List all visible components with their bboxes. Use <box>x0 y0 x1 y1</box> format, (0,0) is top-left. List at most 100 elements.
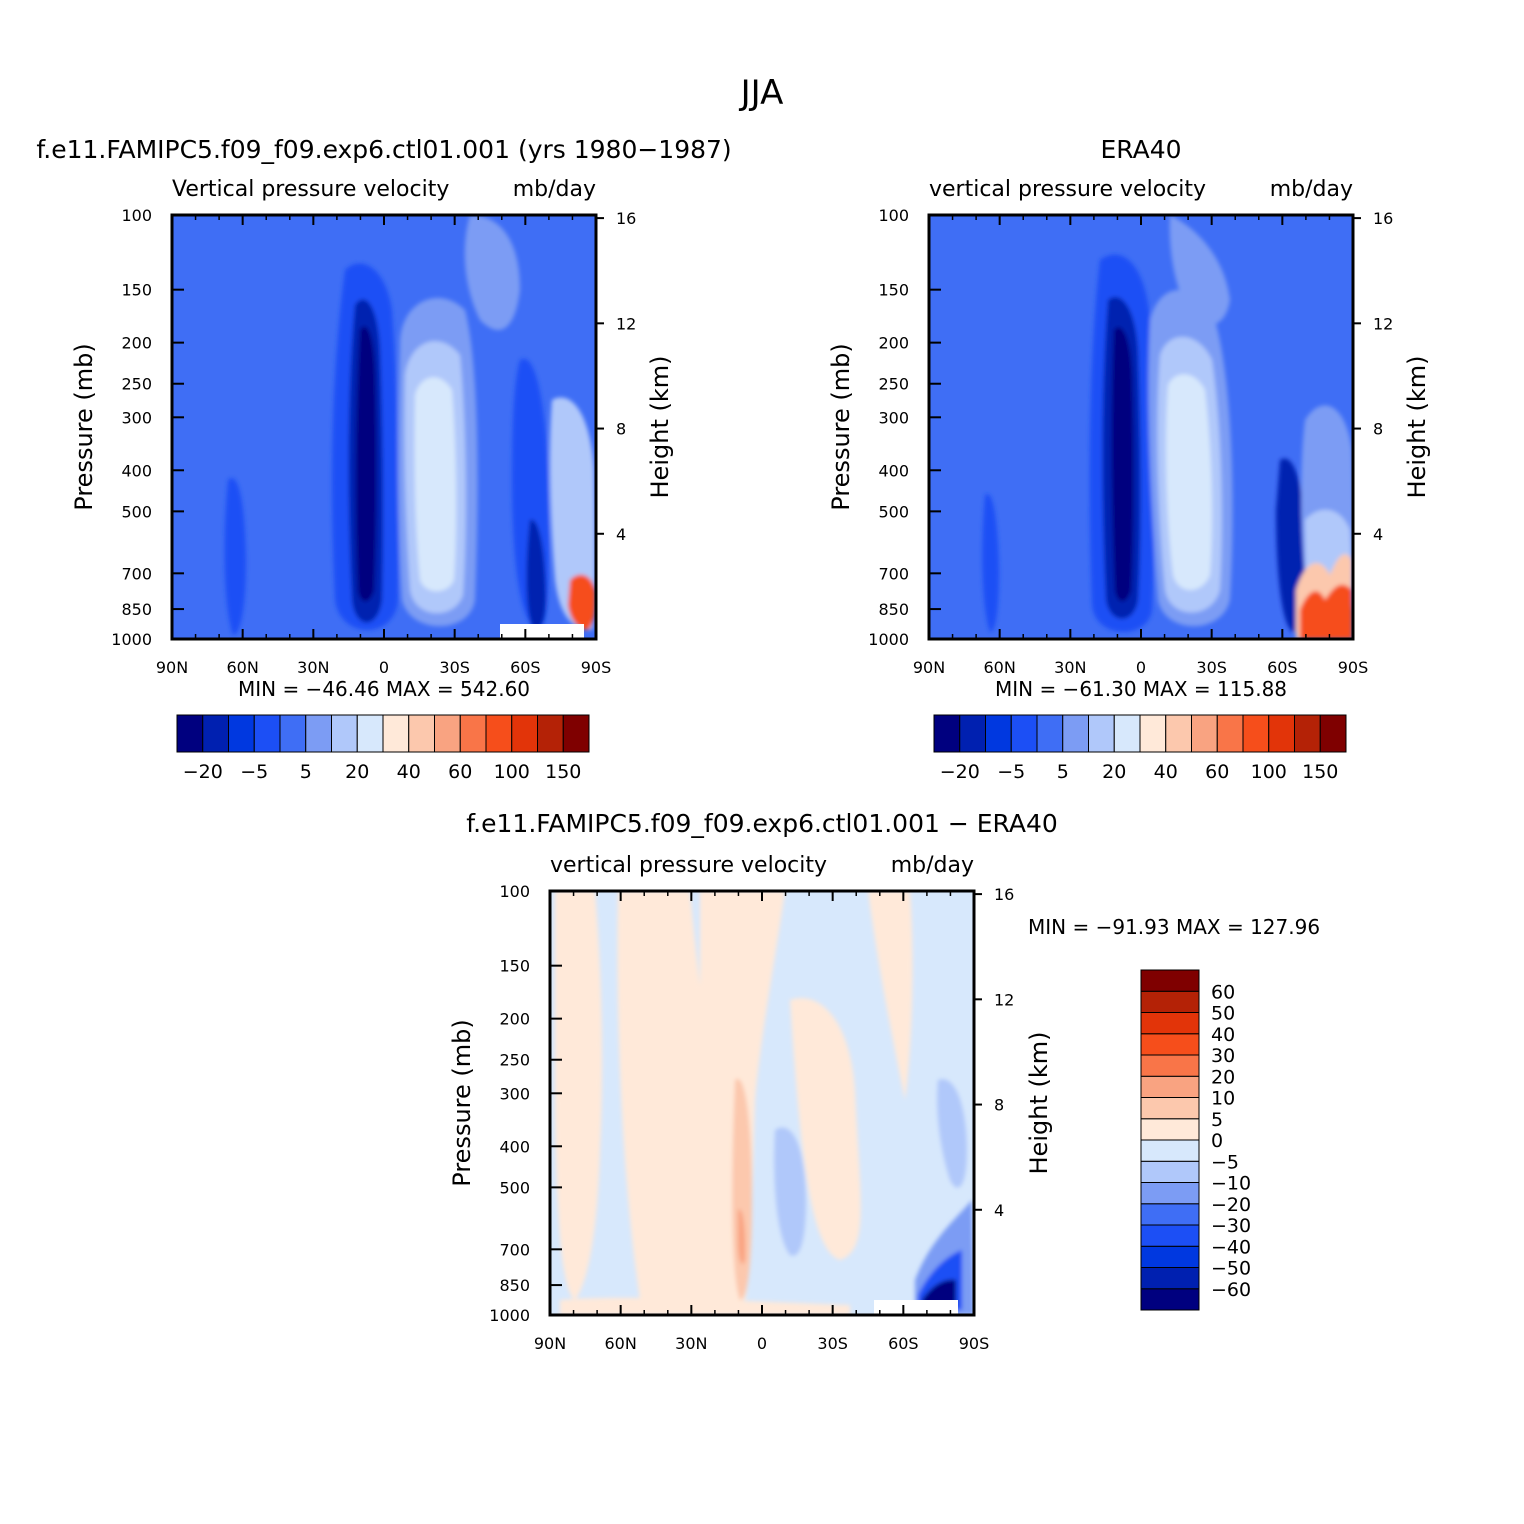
contour-pos-upper <box>868 891 913 1100</box>
y2-tick-label: 16 <box>616 209 636 228</box>
colorbar-label: 5 <box>1057 761 1069 783</box>
y2-tick-label: 4 <box>994 1201 1004 1220</box>
x-tick-label: 0 <box>1136 658 1146 677</box>
colorbar-label: 20 <box>1211 1066 1235 1088</box>
y-tick-label: 500 <box>121 502 152 521</box>
panel-model: f.e11.FAMIPC5.f09_f09.exp6.ctl01.001 (yr… <box>36 135 731 783</box>
y-tick-label: 250 <box>121 375 152 394</box>
colorbar-label: 40 <box>1154 761 1178 783</box>
y-tick-label: 400 <box>499 1137 530 1156</box>
colorbar-swatch <box>1140 969 1200 992</box>
colorbar-swatch <box>1242 714 1270 753</box>
contour-nh-ascent <box>982 494 999 632</box>
panel-diff-subtitle: f.e11.FAMIPC5.f09_f09.exp6.ctl01.001 − E… <box>466 809 1058 838</box>
x-tick-label: 0 <box>757 1334 767 1353</box>
y-tick-label: 100 <box>878 206 909 225</box>
x-tick-label: 90S <box>1338 658 1369 677</box>
colorbar-swatch <box>1140 1267 1200 1290</box>
contour-upper-descent <box>1169 215 1230 325</box>
contour-pos-low <box>560 1297 850 1315</box>
contour-ascent-max <box>355 326 377 602</box>
colorbar-label: 100 <box>1251 761 1287 783</box>
colorbar-label: 30 <box>1211 1045 1235 1067</box>
panel-obs-axes: 90N 60N 30N 0 30S 60S 90S 100 150 200 250 300 400 500… <box>868 206 1393 677</box>
contour-upper-descent <box>464 215 520 330</box>
x-tick-label: 90N <box>156 658 188 677</box>
colorbar-label: 40 <box>397 761 421 783</box>
colorbar-swatch <box>485 714 513 753</box>
colorbar-label: 20 <box>345 761 369 783</box>
colorbar-swatch <box>1140 1182 1200 1205</box>
y-tick-label: 400 <box>121 461 152 480</box>
colorbar-swatch <box>933 714 961 753</box>
y-tick-label: 1000 <box>111 630 152 649</box>
colorbar-swatch <box>356 714 384 753</box>
y-tick-label: 200 <box>121 334 152 353</box>
colorbar-swatch <box>1191 714 1218 753</box>
y-tick-label: 200 <box>878 334 909 353</box>
colorbar-label: −5 <box>1211 1151 1239 1173</box>
colorbar-label: 0 <box>1211 1130 1223 1152</box>
y-tick-label: 850 <box>499 1276 530 1295</box>
panel-model-y2label: Height (km) <box>646 356 674 499</box>
panel-obs-variable: vertical pressure velocity <box>929 177 1206 202</box>
colorbar-swatch <box>511 714 538 753</box>
panel-diff-ylabel: Pressure (mb) <box>448 1019 476 1186</box>
y-tick-label: 200 <box>499 1010 530 1029</box>
colorbar-swatch <box>1139 714 1167 753</box>
colorbar-label: 50 <box>1211 1003 1235 1025</box>
colorbar-label: 60 <box>1211 981 1235 1003</box>
y2-tick-label: 4 <box>616 525 626 544</box>
x-tick-label: 60S <box>510 658 541 677</box>
y2-tick-label: 8 <box>1373 420 1383 439</box>
panel-diff-minmax: MIN = −91.93 MAX = 127.96 <box>1028 915 1320 939</box>
x-tick-label: 30S <box>817 1334 848 1353</box>
x-tick-label: 30N <box>1054 658 1086 677</box>
colorbar-swatch <box>382 714 410 753</box>
contour-polar-descent <box>549 397 596 630</box>
colorbar-swatch <box>1319 714 1347 753</box>
colorbar-label: 40 <box>1211 1024 1235 1046</box>
contour-descent-core <box>1165 374 1213 590</box>
y-tick-label: 500 <box>499 1178 530 1197</box>
x-tick-label: 90S <box>959 1334 990 1353</box>
colorbar-swatch <box>1010 714 1038 753</box>
colorbar-swatch <box>1294 714 1321 753</box>
colorbar-swatch <box>1140 1160 1200 1183</box>
colorbar-label: −20 <box>1211 1194 1251 1216</box>
y-tick-label: 250 <box>499 1051 530 1070</box>
y2-tick-label: 12 <box>1373 314 1393 333</box>
colorbar-swatch <box>1140 1139 1200 1162</box>
y-tick-label: 850 <box>121 600 152 619</box>
y2-tick-label: 16 <box>1373 209 1393 228</box>
x-tick-label: 90N <box>534 1334 566 1353</box>
x-tick-label: 60N <box>605 1334 637 1353</box>
y2-tick-label: 8 <box>616 420 626 439</box>
panel-obs-ylabel: Pressure (mb) <box>827 343 855 510</box>
colorbar-swatch <box>1140 1118 1200 1141</box>
panel-model-minmax: MIN = −46.46 MAX = 542.60 <box>238 677 530 701</box>
y-tick-label: 1000 <box>489 1306 530 1325</box>
colorbar-swatch <box>562 714 590 753</box>
colorbar-label: 150 <box>545 761 581 783</box>
y-tick-label: 700 <box>878 564 909 583</box>
y-tick-label: 100 <box>121 206 152 225</box>
colorbar-swatch <box>1140 1288 1200 1311</box>
contour-ascent-max <box>1111 327 1134 602</box>
colorbar-label: −40 <box>1211 1236 1251 1258</box>
contour-neg-polar-core <box>922 1279 956 1305</box>
panel-model-ylabel: Pressure (mb) <box>70 343 98 510</box>
colorbar-swatch <box>434 714 461 753</box>
x-tick-label: 90S <box>581 658 612 677</box>
colorbar-label: 5 <box>1211 1109 1223 1131</box>
colorbar-swatch <box>1140 1203 1200 1226</box>
panel-diff-units: mb/day <box>891 853 974 878</box>
colorbar-swatch <box>1140 1033 1200 1056</box>
y2-tick-label: 8 <box>994 1096 1004 1115</box>
x-tick-label: 30S <box>439 658 470 677</box>
colorbar-obs: −20 −5 5 20 40 60 100 150 <box>933 714 1347 783</box>
colorbar-swatch <box>331 714 358 753</box>
colorbar-swatch <box>1140 1224 1200 1247</box>
y-tick-label: 100 <box>499 882 530 901</box>
